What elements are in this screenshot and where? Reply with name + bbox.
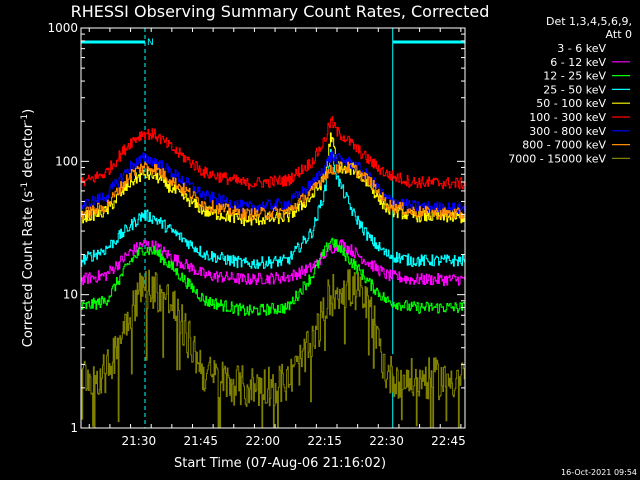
y-axis: 1 10 100 1000: [47, 21, 465, 435]
y-axis-title-mid: detector: [21, 122, 36, 182]
x-axis: 21:30 21:45 22:00 22:15 22:30 22:45: [88, 28, 466, 448]
x-tick-label-4: 22:30: [369, 434, 404, 448]
legend-label-1: 6 - 12 keV: [550, 56, 606, 69]
y-axis-title-sup-1: -1: [20, 182, 30, 191]
legend-label-8: 7000 - 15000 keV: [508, 152, 606, 165]
y-tick-label-0: 1: [70, 421, 78, 435]
x-tick-label-0: 21:30: [122, 434, 157, 448]
x-tick-label-3: 22:15: [307, 434, 342, 448]
plot-frame: [80, 27, 466, 429]
chart-title: RHESSI Observing Summary Count Rates, Co…: [71, 2, 490, 21]
series-line-5: [81, 116, 465, 190]
saa-label: N: [147, 38, 154, 48]
series-line-7: [81, 161, 465, 221]
legend-header-1: Att 0: [606, 28, 632, 41]
y-axis-title-end: ): [21, 109, 36, 114]
series-line-1: [81, 239, 465, 286]
legend-label-3: 25 - 50 keV: [543, 83, 606, 96]
series-line-2: [81, 237, 465, 316]
series-group: [81, 116, 465, 429]
legend-header-0: Det 1,3,4,5,6,9,: [546, 15, 632, 28]
series-line-8: [81, 269, 465, 429]
series-line-3: [81, 149, 465, 269]
legend-label-2: 12 - 25 keV: [543, 70, 606, 83]
x-tick-label-2: 22:00: [245, 434, 280, 448]
x-tick-label-5: 22:45: [431, 434, 466, 448]
x-axis-title: Start Time (07-Aug-06 21:16:02): [174, 456, 386, 471]
y-tick-label-3: 1000: [47, 21, 78, 35]
x-tick-label-1: 21:45: [183, 434, 218, 448]
y-axis-title-main: Corrected Count Rate (s: [21, 191, 36, 348]
y-axis-title-sup-2: -1: [20, 114, 30, 123]
legend-label-5: 100 - 300 keV: [529, 111, 606, 124]
legend-label-6: 300 - 800 keV: [529, 125, 606, 138]
legend-label-0: 3 - 6 keV: [557, 42, 606, 55]
y-tick-label-2: 100: [55, 154, 78, 168]
footer-date: 16-Oct-2021 09:54: [561, 468, 637, 477]
y-tick-label-1: 10: [63, 288, 78, 302]
legend-label-7: 800 - 7000 keV: [522, 139, 606, 152]
y-axis-title: Corrected Count Rate (s-1 detector-1): [20, 109, 36, 347]
legend-label-4: 50 - 100 keV: [536, 97, 606, 110]
